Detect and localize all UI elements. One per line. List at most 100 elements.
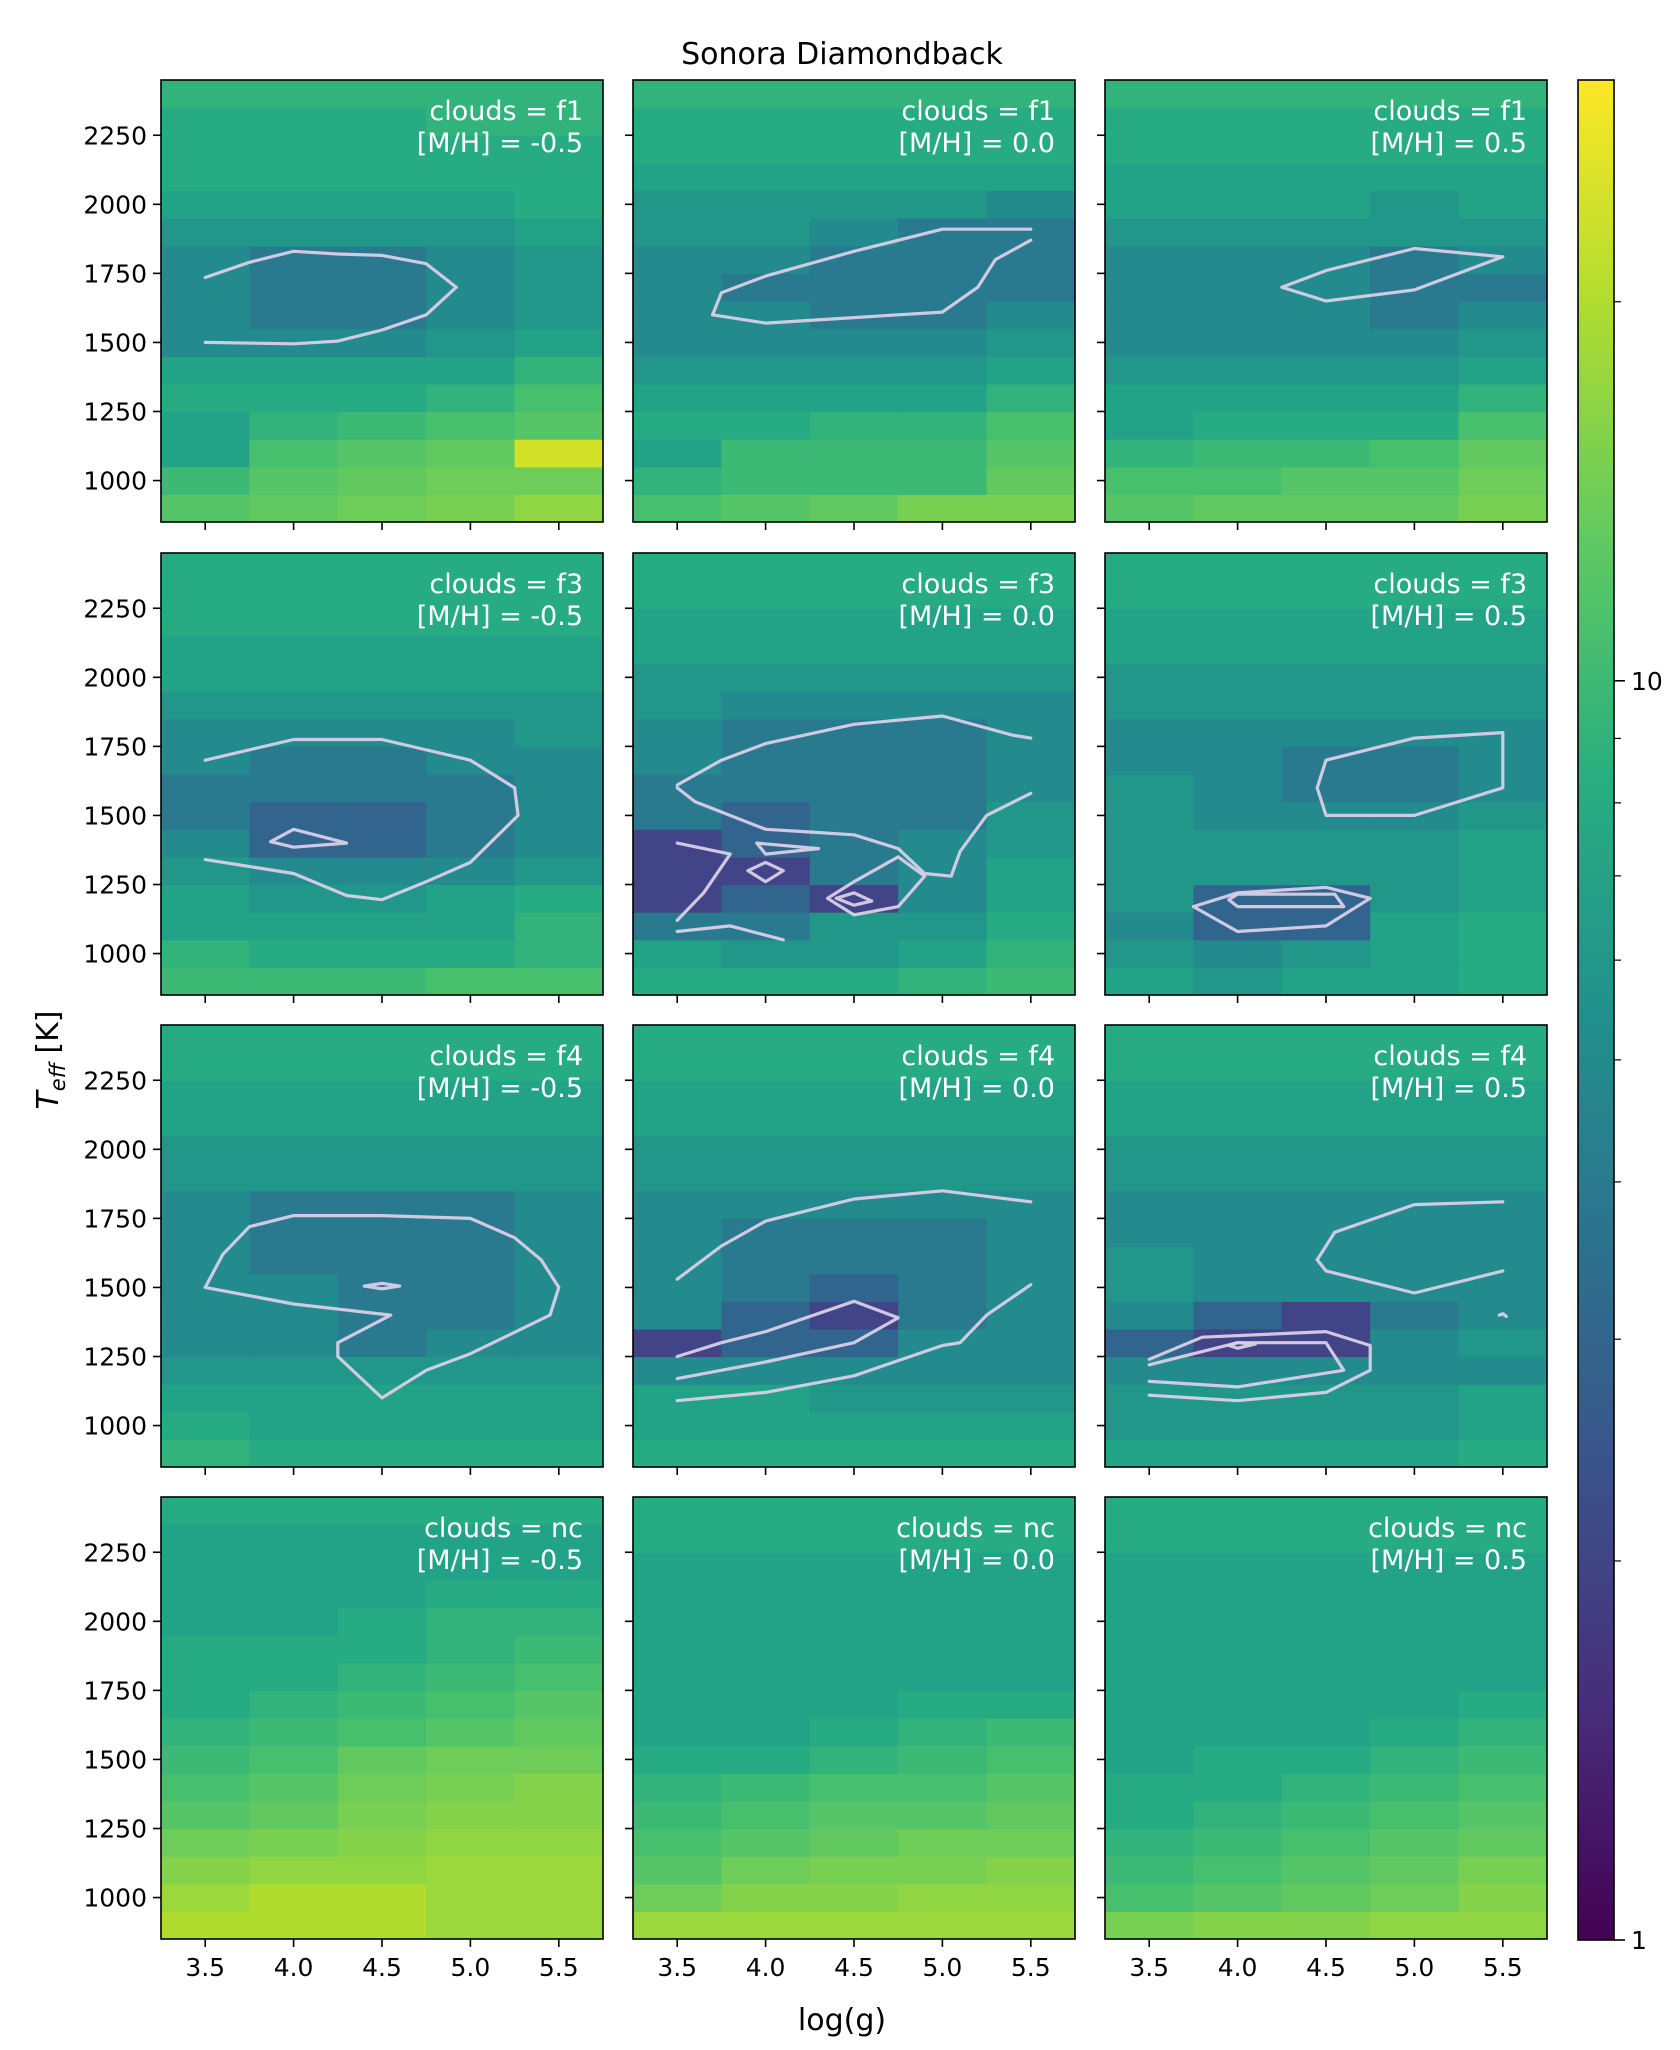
heatmap-cell [1458, 1662, 1547, 1691]
heatmap-cell [161, 1025, 250, 1054]
heatmap-cell [514, 1384, 603, 1413]
heatmap-cell [249, 1607, 339, 1636]
heatmap-cell [249, 663, 339, 692]
y-tick-label: 2000 [83, 190, 147, 219]
heatmap-cell [1193, 1911, 1283, 1939]
heatmap-cell [1370, 1662, 1460, 1691]
heatmap-cell [1370, 1579, 1460, 1609]
heatmap-cell [898, 967, 988, 995]
heatmap-cell [633, 1328, 722, 1358]
heatmap-cell [514, 301, 603, 330]
heatmap-cell [1370, 1856, 1460, 1885]
heatmap-cell [426, 580, 516, 609]
heatmap-cell [1370, 1800, 1460, 1830]
heatmap-cell [514, 774, 603, 803]
heatmap-cell [721, 1856, 811, 1885]
heatmap-cell [1105, 1828, 1194, 1857]
heatmap-cell [633, 1828, 722, 1857]
heatmap-cell [1458, 1080, 1547, 1109]
panel-label-clouds: clouds = f1 [901, 96, 1055, 127]
heatmap-cell [986, 1190, 1075, 1219]
heatmap-cell [161, 494, 250, 522]
heatmap-cell [161, 1246, 250, 1275]
heatmap-cell [1105, 1607, 1194, 1636]
heatmap-cell [986, 1356, 1075, 1385]
heatmap-cell [721, 107, 811, 136]
heatmap-cell [161, 939, 250, 968]
heatmap-cell [514, 746, 603, 775]
heatmap-cell [1105, 383, 1194, 413]
heatmap-cell [1105, 1718, 1194, 1747]
heatmap-cell [1281, 1773, 1371, 1802]
heatmap-cell [721, 1163, 811, 1192]
heatmap-cell [337, 383, 427, 413]
heatmap-cell [809, 1524, 899, 1553]
heatmap-cell [1105, 884, 1194, 913]
heatmap-cell [633, 1607, 722, 1636]
heatmap-cell [1281, 1718, 1371, 1747]
heatmap-cell [161, 1552, 250, 1581]
heatmap-cell [898, 1384, 988, 1413]
heatmap-cell [898, 912, 988, 941]
heatmap-cell [1458, 80, 1547, 109]
heatmap-cell [1193, 1883, 1283, 1912]
heatmap-cell [1458, 856, 1547, 886]
heatmap-cell [161, 1635, 250, 1664]
heatmap-cell [1370, 328, 1460, 357]
heatmap-cell [986, 884, 1075, 913]
heatmap-cell [337, 356, 427, 385]
heatmap-cell [1193, 1662, 1283, 1691]
heatmap-cell [514, 1025, 603, 1054]
heatmap-cell [1281, 856, 1371, 886]
heatmap-cell [1105, 939, 1194, 968]
heatmap-cell [514, 912, 603, 941]
heatmap-cell [426, 1718, 516, 1747]
heatmap-cell [249, 1246, 339, 1275]
heatmap-cell [721, 80, 811, 109]
heatmap-cell [337, 691, 427, 720]
heatmap-cell [1105, 162, 1194, 192]
contour-line [1147, 1341, 1346, 1389]
heatmap-cell [721, 746, 811, 775]
heatmap-cells [1105, 80, 1547, 522]
heatmap-cell [986, 1883, 1075, 1912]
heatmap-cell [249, 466, 339, 495]
panel-label-clouds: clouds = f4 [1373, 1041, 1527, 1072]
heatmap-cell [1281, 580, 1371, 609]
heatmap-cell [809, 1107, 899, 1137]
contour-line [825, 855, 927, 917]
heatmap-cell [249, 1107, 339, 1137]
panel-label-clouds: clouds = nc [1368, 1513, 1527, 1544]
heatmap-cell [337, 1856, 427, 1885]
heatmap-cell [337, 1828, 427, 1857]
heatmap-cell [249, 1579, 339, 1609]
heatmap-cell [161, 1745, 250, 1774]
heatmap-cell [426, 218, 516, 247]
heatmap-cell [809, 939, 899, 968]
heatmap-cell [161, 80, 250, 109]
heatmap-cell [721, 1025, 811, 1054]
heatmap-cell [809, 80, 899, 109]
heatmap-cell [898, 608, 988, 637]
heatmap-cell [337, 411, 427, 440]
x-tick-label: 4.0 [1218, 1953, 1258, 1982]
heatmap-cell [633, 1439, 722, 1467]
heatmap-cell [809, 1439, 899, 1467]
heatmap-cell [809, 135, 899, 164]
heatmap-cell [633, 1025, 722, 1054]
heatmap-cell [514, 553, 603, 582]
heatmap-cell [633, 1356, 722, 1385]
heatmap-cell [1105, 1218, 1194, 1247]
contour-line [710, 238, 1033, 325]
heatmap-cell [898, 580, 988, 609]
heatmap-cell [633, 912, 722, 941]
heatmap-cell [1105, 1328, 1194, 1358]
heatmap-cell [1370, 553, 1460, 582]
heatmap-cell [514, 1163, 603, 1192]
heatmap-cell [898, 190, 988, 219]
heatmap-cell [633, 80, 722, 109]
y-tick-label: 1750 [83, 732, 147, 761]
heatmap-cell [1370, 718, 1460, 747]
heatmap-cells [1105, 553, 1547, 995]
heatmap-cell [161, 1883, 250, 1912]
